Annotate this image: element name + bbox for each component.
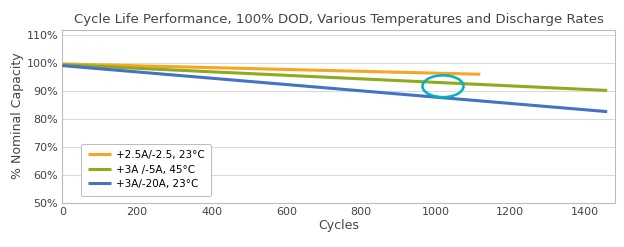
+2.5A/-2.5, 23°C [59,62,66,65]
Line: +2.5A/-2.5, 23°C: +2.5A/-2.5, 23°C [62,64,480,74]
+2.5A/-2.5, 23°C [477,73,484,76]
Y-axis label: % Nominal Capacity: % Nominal Capacity [11,53,24,179]
X-axis label: Cycles: Cycles [318,220,359,232]
Title: Cycle Life Performance, 100% DOD, Various Temperatures and Discharge Rates: Cycle Life Performance, 100% DOD, Variou… [74,13,603,26]
Legend: +2.5A/-2.5, 23°C, +3A /-5A, 45°C, +3A/-20A, 23°C: +2.5A/-2.5, 23°C, +3A /-5A, 45°C, +3A/-2… [81,144,211,196]
